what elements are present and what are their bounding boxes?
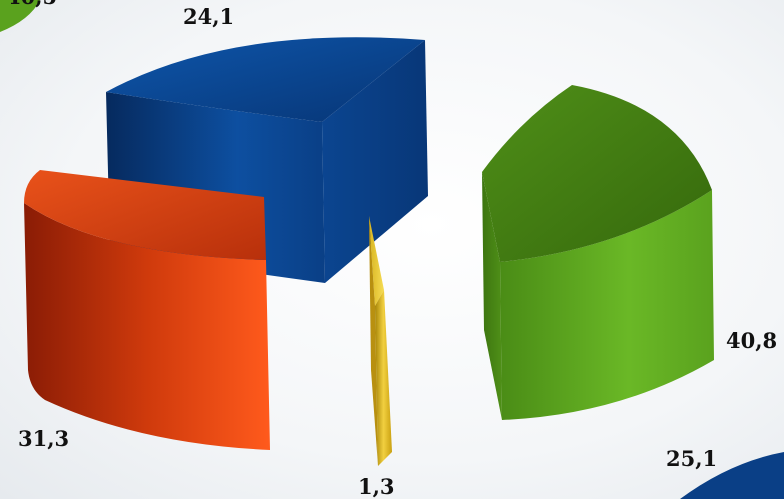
pie-slice-green — [482, 85, 714, 420]
pie-slice-yellow — [369, 216, 392, 466]
data-label-green: 40,8 — [726, 328, 777, 353]
pie-slice-red — [24, 170, 270, 450]
data-label-partial-blue: 25,1 — [666, 446, 717, 471]
pie-slice-partial-green — [0, 0, 40, 32]
data-label-red: 31,3 — [18, 426, 69, 451]
data-label-yellow: 1,3 — [358, 474, 395, 499]
data-label-partial-green: 40,5 — [6, 0, 57, 9]
pie-slice-partial-blue — [680, 452, 784, 499]
data-label-blue: 24,1 — [183, 4, 234, 29]
